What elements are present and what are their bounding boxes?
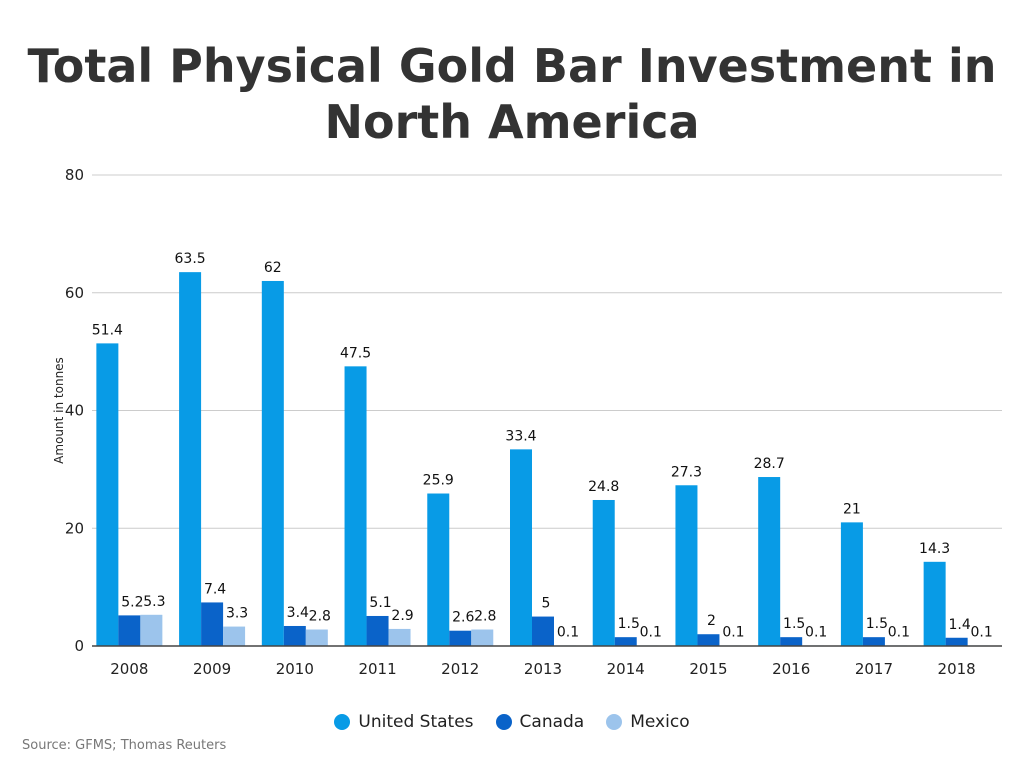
bar-united-states [261, 280, 284, 646]
y-tick-label: 0 [74, 637, 84, 655]
bar-united-states [344, 366, 367, 646]
data-label: 0.1 [722, 624, 744, 640]
bar-united-states [179, 272, 202, 646]
data-label: 5.3 [143, 594, 165, 610]
legend-item: Mexico [606, 712, 690, 732]
y-tick-label: 40 [65, 402, 84, 420]
x-tick-label: 2009 [193, 660, 231, 678]
bar-canada [449, 630, 472, 646]
data-label: 5 [542, 596, 551, 612]
bar-mexico [223, 626, 246, 646]
data-label: 0.1 [640, 624, 662, 640]
x-tick-label: 2010 [276, 660, 314, 678]
bar-mexico [305, 629, 328, 646]
data-label: 47.5 [340, 345, 371, 361]
bar-canada [614, 637, 637, 646]
data-label: 63.5 [175, 251, 206, 267]
y-tick-label: 80 [65, 166, 84, 184]
bar-canada [283, 625, 306, 646]
bar-canada [945, 637, 968, 646]
bar-united-states [510, 449, 532, 646]
bar-mexico [388, 628, 411, 646]
bar-canada [201, 602, 224, 646]
legend-label: Canada [519, 712, 585, 732]
data-label: 51.4 [92, 322, 123, 338]
bar-united-states [675, 485, 698, 646]
bar-canada [697, 634, 720, 646]
legend-item: United States [334, 712, 474, 732]
bar-united-states [923, 561, 946, 646]
data-label: 1.5 [783, 616, 805, 632]
bar-united-states [427, 493, 450, 646]
bar-canada [862, 637, 885, 646]
x-tick-label: 2014 [607, 660, 645, 678]
bar-united-states [840, 522, 863, 646]
bar-mexico [471, 629, 494, 646]
legend-marker-icon [606, 714, 623, 730]
x-tick-label: 2018 [938, 660, 976, 678]
legend-label: Mexico [630, 712, 690, 732]
bar-canada [118, 615, 141, 646]
data-label: 1.5 [618, 616, 640, 632]
bar-united-states [592, 499, 615, 646]
data-label: 2.8 [309, 609, 331, 625]
source-note: Source: GFMS; Thomas Reuters [22, 738, 227, 753]
bar-canada [780, 637, 803, 646]
data-label: 0.1 [888, 624, 910, 640]
x-tick-label: 2017 [855, 660, 893, 678]
bar-united-states [758, 477, 781, 646]
legend-marker-icon [495, 714, 512, 730]
x-tick-label: 2015 [689, 660, 727, 678]
data-label: 2.9 [391, 608, 413, 624]
legend-marker-icon [334, 714, 351, 730]
x-tick-label: 2016 [772, 660, 810, 678]
bar-united-states [96, 343, 119, 646]
x-tick-label: 2012 [441, 660, 479, 678]
data-label: 0.1 [557, 624, 579, 640]
y-tick-label: 60 [65, 284, 84, 302]
data-label: 25.9 [423, 473, 454, 489]
data-label: 24.8 [588, 479, 619, 495]
data-label: 2 [707, 613, 716, 629]
data-label: 21 [843, 501, 861, 517]
bar-canada [366, 615, 389, 646]
data-label: 1.4 [949, 617, 971, 633]
data-label: 2.6 [452, 610, 474, 626]
legend-label: United States [358, 712, 474, 732]
x-tick-label: 2008 [110, 660, 148, 678]
data-label: 3.3 [226, 606, 248, 622]
y-tick-label: 20 [65, 519, 84, 537]
data-label: 27.3 [671, 464, 702, 480]
y-axis-label: Amount in tonnes [52, 357, 66, 464]
x-tick-label: 2013 [524, 660, 562, 678]
chart-title: Total Physical Gold Bar Investment in No… [27, 39, 997, 149]
data-label: 7.4 [204, 581, 226, 597]
data-label: 5.1 [369, 595, 391, 611]
data-label: 2.8 [474, 609, 496, 625]
legend-item: Canada [495, 712, 585, 732]
data-label: 28.7 [754, 456, 785, 472]
bar-mexico [140, 614, 163, 646]
data-label: 0.1 [971, 624, 993, 640]
data-label: 33.4 [505, 428, 536, 444]
data-label: 0.1 [805, 624, 827, 640]
data-label: 5.2 [121, 594, 143, 610]
data-label: 62 [264, 260, 282, 276]
x-tick-label: 2011 [358, 660, 396, 678]
data-label: 14.3 [919, 541, 950, 557]
bar-canada [532, 616, 554, 646]
data-label: 3.4 [287, 605, 309, 621]
legend: United States Canada Mexico [0, 712, 1024, 732]
data-label: 1.5 [866, 616, 888, 632]
